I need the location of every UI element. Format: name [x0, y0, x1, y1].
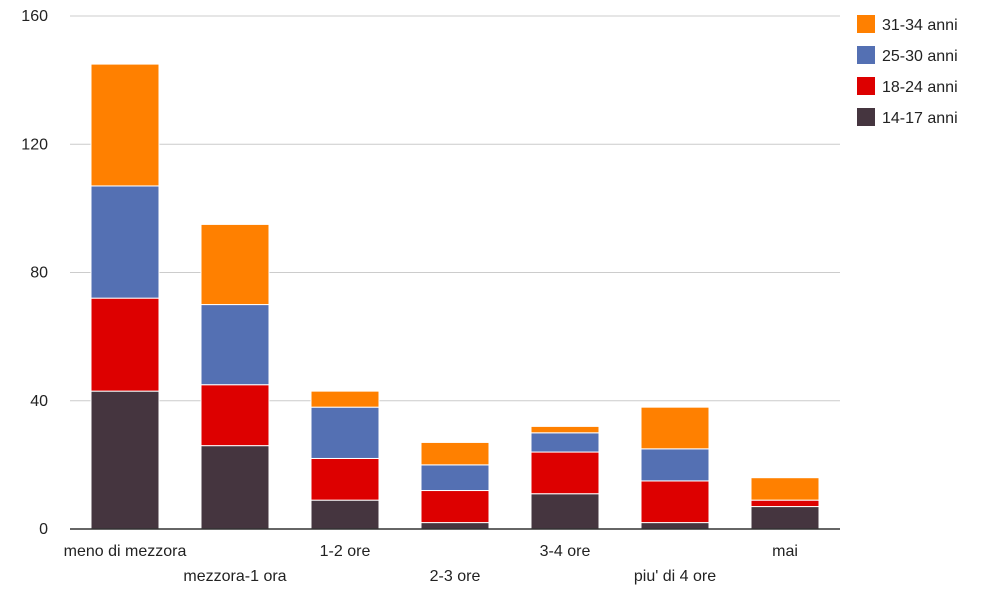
y-tick-label: 80: [30, 265, 48, 282]
legend-label: 25-30 anni: [882, 48, 958, 65]
legend-swatch: [857, 15, 875, 33]
x-tick-label: mezzora-1 ora: [183, 568, 286, 585]
bar-segment: [310, 499, 380, 530]
bar-segment: [640, 480, 710, 524]
bar-segment: [200, 304, 270, 386]
bar-segment: [750, 506, 820, 530]
bar-segment: [640, 522, 710, 530]
bar-segment: [90, 390, 160, 530]
bar-segment: [640, 448, 710, 482]
legend-label: 31-34 anni: [882, 17, 958, 34]
bar-segment: [90, 185, 160, 299]
bars: [90, 63, 820, 530]
y-tick-label: 0: [39, 521, 48, 538]
y-tick-label: 160: [21, 8, 48, 25]
bar-segment: [420, 464, 490, 492]
bar-segment: [420, 490, 490, 524]
bar-segment: [420, 522, 490, 530]
x-tick-label: 3-4 ore: [540, 543, 591, 560]
bar-segment: [310, 406, 380, 459]
y-tick-label: 40: [30, 393, 48, 410]
x-tick-label: piu' di 4 ore: [634, 568, 716, 585]
legend-swatch: [857, 77, 875, 95]
bar-segment: [530, 432, 600, 453]
bar-segment: [200, 223, 270, 306]
legend-swatch: [857, 46, 875, 64]
x-tick-label: 1-2 ore: [320, 543, 371, 560]
bar-segment: [750, 477, 820, 501]
bar-segment: [420, 441, 490, 466]
x-axis-tick-labels: meno di mezzora mezzora-1 ora 1-2 ore 2-3 o…: [64, 543, 798, 585]
gridlines: [70, 15, 840, 402]
bar-segment: [90, 297, 160, 392]
y-axis-tick-labels: 0 40 80 120 160: [21, 8, 48, 538]
bar-segment: [200, 445, 270, 530]
bar-segment: [530, 493, 600, 530]
bar-segment: [200, 384, 270, 447]
legend: 31-34 anni 25-30 anni 18-24 anni 14-17 anni: [857, 15, 958, 127]
legend-label: 14-17 anni: [882, 110, 958, 127]
bar-segment: [310, 457, 380, 501]
bar-segment: [310, 390, 380, 408]
x-tick-label: mai: [772, 543, 798, 560]
bar-segment: [750, 499, 820, 508]
bar-segment: [530, 425, 600, 434]
bar-segment: [530, 451, 600, 495]
bar-segment: [90, 63, 160, 187]
x-tick-label: meno di mezzora: [64, 543, 187, 560]
x-tick-label: 2-3 ore: [430, 568, 481, 585]
legend-label: 18-24 anni: [882, 79, 958, 96]
legend-swatch: [857, 108, 875, 126]
y-tick-label: 120: [21, 136, 48, 153]
bar-segment: [640, 406, 710, 450]
